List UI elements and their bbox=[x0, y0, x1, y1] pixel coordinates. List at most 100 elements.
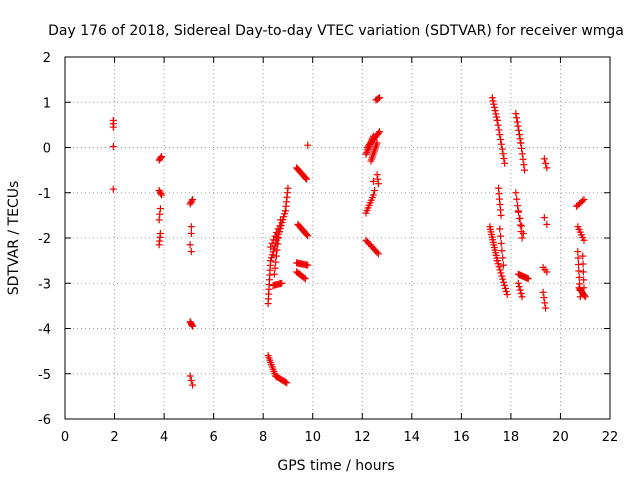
data-point bbox=[519, 155, 527, 163]
data-point bbox=[278, 279, 286, 287]
data-point bbox=[189, 322, 197, 330]
data-point bbox=[512, 189, 520, 197]
y-axis-label: SDTVAR / TECUs bbox=[6, 181, 22, 296]
data-point bbox=[374, 180, 382, 188]
data-point bbox=[579, 252, 587, 260]
data-point bbox=[374, 250, 382, 258]
data-point bbox=[494, 121, 502, 129]
data-point bbox=[579, 268, 587, 276]
data-point bbox=[156, 210, 164, 218]
data-point bbox=[284, 184, 292, 192]
data-point bbox=[514, 279, 522, 287]
data-point bbox=[518, 144, 526, 152]
data-point bbox=[362, 150, 370, 158]
data-point bbox=[517, 289, 525, 297]
data-point bbox=[501, 159, 509, 167]
x-tick-label: 20 bbox=[552, 430, 569, 445]
data-point bbox=[579, 197, 587, 205]
data-point bbox=[109, 143, 117, 151]
data-point bbox=[109, 185, 117, 193]
data-point bbox=[374, 94, 382, 102]
data-point bbox=[267, 243, 275, 251]
y-tick-labels: -6 -5 -4 -3 -2 -1 0 1 2 bbox=[38, 51, 51, 428]
data-point bbox=[303, 175, 311, 183]
data-point bbox=[373, 171, 381, 179]
x-tick-label: 22 bbox=[602, 430, 619, 445]
data-point bbox=[187, 248, 195, 256]
data-point bbox=[492, 110, 500, 118]
data-point bbox=[574, 248, 582, 256]
data-point bbox=[369, 177, 377, 185]
data-point bbox=[495, 263, 503, 271]
data-point bbox=[490, 100, 498, 108]
x-tick-label: 2 bbox=[110, 430, 118, 445]
y-tick-label: 2 bbox=[43, 51, 51, 66]
data-point bbox=[543, 268, 551, 276]
data-point bbox=[515, 126, 523, 134]
x-tick-label: 16 bbox=[453, 430, 470, 445]
data-point bbox=[302, 174, 310, 182]
data-point bbox=[155, 186, 163, 194]
axis-ticks bbox=[64, 56, 611, 420]
data-point bbox=[186, 200, 194, 208]
chart-title: Day 176 of 2018, Sidereal Day-to-day VTE… bbox=[48, 23, 624, 39]
data-point bbox=[374, 129, 382, 137]
y-tick-label: -6 bbox=[38, 413, 51, 428]
data-point bbox=[514, 207, 522, 215]
data-point bbox=[371, 186, 379, 194]
data-point bbox=[542, 304, 550, 312]
data-point bbox=[498, 272, 506, 280]
data-point bbox=[521, 166, 529, 174]
data-point bbox=[520, 161, 528, 169]
data-point bbox=[498, 247, 506, 255]
x-tick-label: 4 bbox=[160, 430, 168, 445]
x-axis-label: GPS time / hours bbox=[277, 458, 394, 474]
data-point bbox=[514, 202, 522, 210]
y-tick-label: -1 bbox=[38, 187, 51, 202]
grid bbox=[65, 57, 610, 419]
data-point bbox=[188, 197, 196, 205]
data-point bbox=[376, 94, 384, 102]
data-point bbox=[500, 281, 508, 289]
x-tick-label: 12 bbox=[354, 430, 371, 445]
data-point bbox=[512, 110, 520, 118]
data-point bbox=[518, 293, 526, 301]
data-point bbox=[515, 283, 523, 291]
data-point bbox=[300, 274, 308, 282]
data-point bbox=[518, 234, 526, 242]
data-point bbox=[503, 291, 511, 299]
data-point bbox=[494, 260, 502, 268]
data-point bbox=[502, 287, 510, 295]
x-tick-label: 10 bbox=[304, 430, 321, 445]
data-point bbox=[373, 248, 381, 256]
y-tick-label: -4 bbox=[38, 323, 51, 338]
data-point bbox=[497, 135, 505, 143]
data-point bbox=[495, 126, 503, 134]
data-point bbox=[575, 267, 583, 275]
data-point bbox=[499, 261, 507, 269]
data-point bbox=[497, 269, 505, 277]
data-point bbox=[540, 214, 548, 222]
data-points bbox=[109, 94, 589, 389]
data-point bbox=[516, 221, 524, 229]
data-point bbox=[304, 141, 312, 149]
data-point bbox=[516, 135, 524, 143]
data-point bbox=[376, 128, 384, 136]
data-point bbox=[271, 264, 279, 272]
data-point bbox=[500, 278, 508, 286]
data-point bbox=[490, 103, 498, 111]
data-point bbox=[493, 116, 501, 124]
x-tick-label: 6 bbox=[209, 430, 217, 445]
data-point bbox=[374, 175, 382, 183]
x-tick-label: 18 bbox=[503, 430, 520, 445]
data-point bbox=[574, 254, 582, 262]
data-point bbox=[496, 266, 504, 274]
data-point bbox=[156, 205, 164, 213]
data-point bbox=[488, 94, 496, 102]
data-point bbox=[155, 241, 163, 249]
data-point bbox=[541, 299, 549, 307]
data-point bbox=[540, 155, 548, 163]
data-point bbox=[581, 293, 589, 301]
data-point bbox=[109, 123, 117, 131]
data-point bbox=[273, 229, 281, 237]
